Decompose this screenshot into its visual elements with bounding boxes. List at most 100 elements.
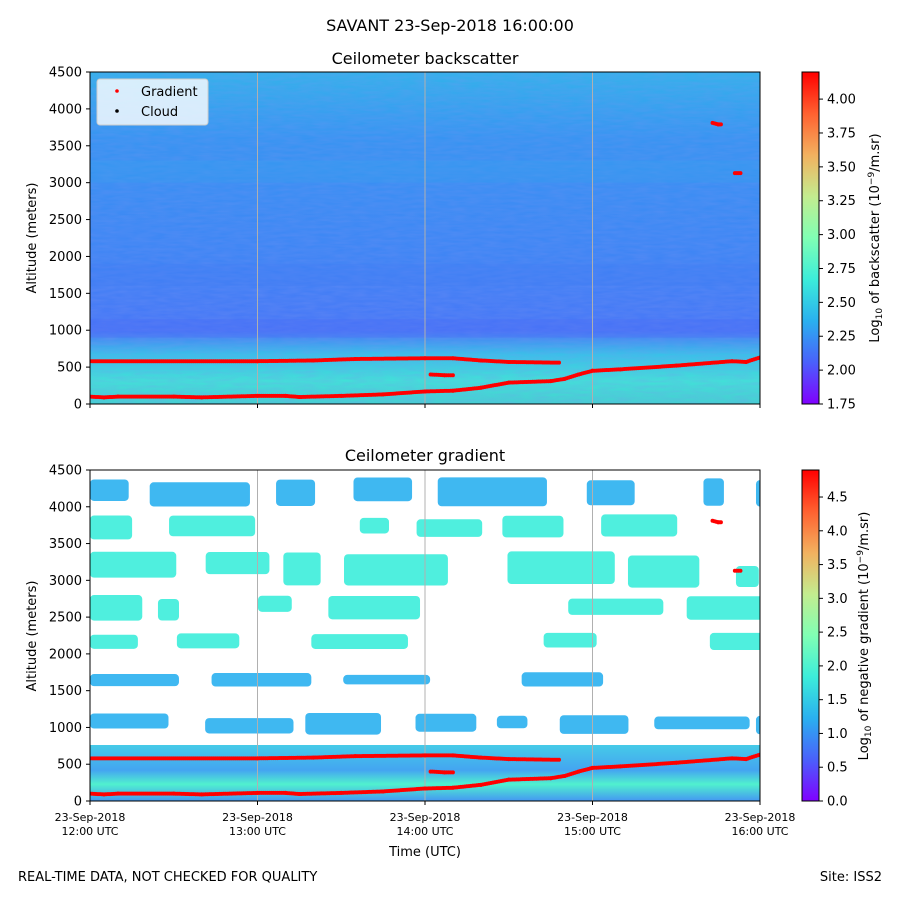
colorbar-tick-label: 3.25 (827, 194, 856, 209)
gradient-cell (157, 598, 179, 621)
y-tick-label: 4000 (49, 102, 82, 117)
backscatter-panel: 0 500 1000 1500 2000 2500 3000 3500 4000 4500 Cei… (25, 49, 885, 413)
y-tick-label: 0 (74, 795, 82, 810)
y-tick-label: 2500 (49, 213, 82, 228)
y-tick-label: 500 (57, 361, 82, 376)
x-tick-time: 14:00 UTC (396, 825, 453, 838)
gradient-cell (559, 715, 629, 734)
colorbar-tick-label: 4.0 (827, 524, 848, 539)
footer-quality-note: REAL-TIME DATA, NOT CHECKED FOR QUALITY (18, 870, 318, 885)
y-tick-label: 1000 (49, 721, 82, 736)
gradient-cell (276, 479, 316, 506)
y-tick-label: 2500 (49, 611, 82, 626)
x-tick-time: 15:00 UTC (564, 825, 621, 838)
gradient-cell (90, 595, 143, 621)
gradient-cell (90, 479, 129, 501)
gradient-cell (90, 515, 133, 540)
gradient-xlabel: Time (UTC) (388, 845, 461, 860)
colorbar-tick-label: 3.50 (827, 160, 856, 175)
gradient-cell (755, 715, 760, 735)
backscatter-colorbar-ramp (801, 71, 820, 405)
gradient-cell (709, 632, 760, 651)
backscatter-x-axis (89, 404, 761, 408)
colorbar-tick-label: 2.75 (827, 262, 856, 277)
gradient-cell (353, 477, 413, 502)
gradient-colorbar-ramp (801, 469, 820, 802)
suptitle: SAVANT 23-Sep-2018 16:00:00 (326, 16, 574, 35)
gradient-cell (703, 478, 724, 506)
gradient-y-axis: 0 500 1000 1500 2000 2500 3000 3500 4000 4500 (49, 464, 90, 810)
gradient-ylabel: Altitude (meters) (25, 581, 40, 692)
colorbar-tick-label: 2.50 (827, 296, 856, 311)
gradient-cell (654, 716, 750, 730)
gradient-cell (686, 596, 760, 620)
gradient-cell (90, 634, 138, 649)
gradient-cell (205, 718, 294, 734)
gradient-point (738, 171, 743, 176)
gradient-cell (169, 515, 256, 537)
backscatter-ylabel: Altitude (meters) (25, 183, 40, 294)
gradient-cell (311, 634, 408, 649)
y-tick-label: 3000 (49, 176, 82, 191)
gradient-cell (328, 596, 421, 620)
legend: Gradient Cloud (96, 78, 209, 126)
gradient-cell (601, 514, 678, 537)
gradient-cell (344, 554, 448, 586)
gradient-cell (627, 555, 700, 588)
gradient-panel: 0 500 1000 1500 2000 2500 3000 3500 4000 4500 23-… (25, 446, 874, 860)
gradient-cell (305, 712, 382, 735)
backscatter-grid (257, 72, 593, 404)
x-tick-time: 12:00 UTC (61, 825, 118, 838)
gradient-cell (543, 632, 597, 648)
backscatter-y-axis: 0 500 1000 1500 2000 2500 3000 3500 4000 4500 (49, 66, 90, 413)
backscatter-colorbar-label: Log10 of backscatter (10−9/m.sr) (867, 133, 885, 342)
legend-label-cloud: Cloud (141, 105, 178, 120)
gradient-colorbar: 0.0 0.5 1.0 1.5 2.0 2.5 3.0 3.5 4.0 4.5 Log10 of … (801, 469, 874, 810)
colorbar-tick-label: 3.00 (827, 228, 856, 243)
colorbar-tick-label: 3.0 (827, 592, 848, 607)
colorbar-tick-label: 1.0 (827, 727, 848, 742)
colorbar-tick-label: 2.25 (827, 330, 856, 345)
y-tick-label: 4500 (49, 464, 82, 479)
gradient-point (557, 757, 561, 762)
colorbar-tick-label: 3.5 (827, 558, 848, 573)
gradient-cell (568, 598, 664, 615)
legend-marker-cloud (115, 109, 119, 113)
y-tick-label: 3500 (49, 139, 82, 154)
y-tick-label: 1000 (49, 324, 82, 339)
gradient-cell (211, 673, 312, 687)
gradient-cell (257, 595, 292, 612)
gradient-cell (176, 633, 240, 649)
gradient-cell (496, 715, 528, 729)
gradient-cell (437, 477, 547, 507)
colorbar-tick-label: 2.00 (827, 364, 856, 379)
legend-marker-gradient (115, 89, 119, 93)
gradient-cell (416, 519, 483, 537)
x-tick-date: 23-Sep-2018 (222, 811, 293, 824)
gradient-cell (205, 552, 270, 575)
backscatter-gradient-points (90, 120, 760, 400)
gradient-cell (90, 713, 169, 729)
gradient-grid (257, 470, 593, 801)
gradient-cell (149, 482, 250, 507)
colorbar-tick-label: 4.5 (827, 491, 848, 506)
gradient-cell (283, 552, 321, 586)
backscatter-title: Ceilometer backscatter (332, 49, 519, 68)
gradient-title: Ceilometer gradient (345, 446, 505, 465)
gradient-gradient-points (90, 518, 760, 797)
gradient-point (450, 373, 455, 378)
gradient-cell (521, 672, 604, 687)
gradient-cell (90, 551, 177, 578)
y-tick-label: 2000 (49, 647, 82, 662)
y-tick-label: 3500 (49, 537, 82, 552)
gradient-point (557, 360, 561, 365)
legend-label-gradient: Gradient (141, 85, 198, 100)
y-tick-label: 4500 (49, 66, 82, 81)
gradient-cell (359, 517, 389, 534)
colorbar-tick-label: 3.75 (827, 126, 856, 141)
gradient-point (738, 568, 743, 573)
y-tick-label: 2000 (49, 250, 82, 265)
x-tick-date: 23-Sep-2018 (55, 811, 126, 824)
